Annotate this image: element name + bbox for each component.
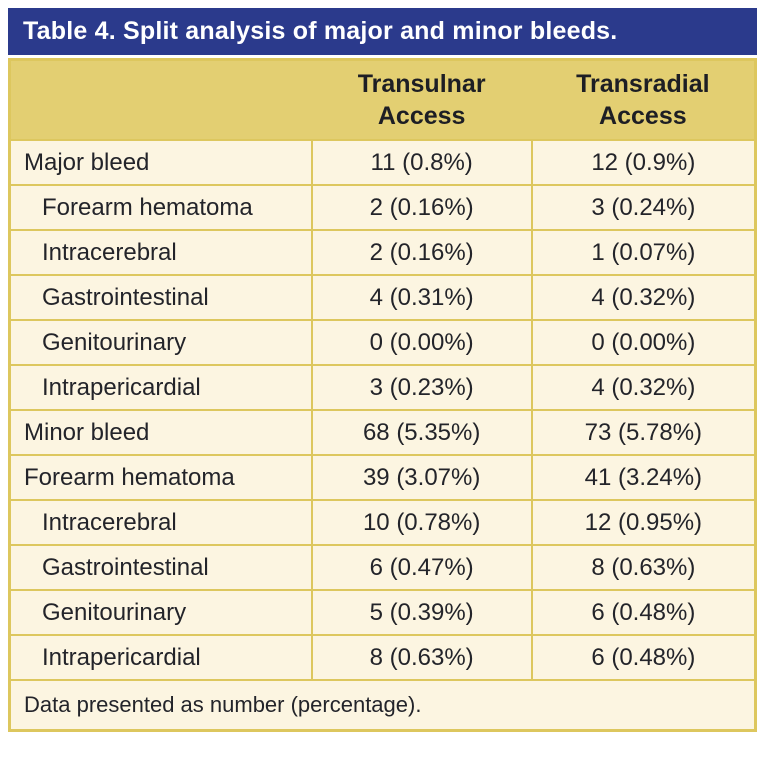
transradial-value: 0 (0.00%) (530, 319, 757, 366)
row-label: Intracerebral (8, 229, 313, 276)
transulnar-value: 3 (0.23%) (310, 364, 533, 411)
table-body: Major bleed 11 (0.8%) 12 (0.9%) Forearm hem… (8, 139, 757, 681)
table-row: Intracerebral 2 (0.16%) 1 (0.07%) (8, 229, 757, 276)
bleeds-table: Transulnar Access Transradial Access Maj… (8, 58, 757, 732)
row-label: Intrapericardial (8, 634, 313, 681)
row-label: Forearm hematoma (8, 184, 313, 231)
transradial-value: 12 (0.95%) (530, 499, 757, 546)
transulnar-value: 0 (0.00%) (310, 319, 533, 366)
row-label: Forearm hematoma (8, 454, 313, 501)
table-row: Genitourinary 0 (0.00%) 0 (0.00%) (8, 319, 757, 366)
table-row: Intrapericardial 8 (0.63%) 6 (0.48%) (8, 634, 757, 681)
transulnar-value: 2 (0.16%) (310, 229, 533, 276)
transradial-value: 4 (0.32%) (530, 274, 757, 321)
table-row: Intrapericardial 3 (0.23%) 4 (0.32%) (8, 364, 757, 411)
table-row: Forearm hematoma 2 (0.16%) 3 (0.24%) (8, 184, 757, 231)
table4-card: Table 4. Split analysis of major and min… (8, 8, 757, 732)
transulnar-value: 5 (0.39%) (310, 589, 533, 636)
row-label: Gastrointestinal (8, 544, 313, 591)
footnote-row: Data presented as number (percentage). (8, 679, 757, 732)
transradial-value: 4 (0.32%) (530, 364, 757, 411)
table-title-bar: Table 4. Split analysis of major and min… (8, 8, 757, 55)
transradial-value: 41 (3.24%) (530, 454, 757, 501)
table-row: Gastrointestinal 4 (0.31%) 4 (0.32%) (8, 274, 757, 321)
table-row: Genitourinary 5 (0.39%) 6 (0.48%) (8, 589, 757, 636)
row-label: Genitourinary (8, 589, 313, 636)
transulnar-value: 2 (0.16%) (310, 184, 533, 231)
transradial-value: 6 (0.48%) (530, 634, 757, 681)
transulnar-value: 68 (5.35%) (310, 409, 533, 456)
row-label: Genitourinary (8, 319, 313, 366)
transradial-value: 1 (0.07%) (530, 229, 757, 276)
table-row: Gastrointestinal 6 (0.47%) 8 (0.63%) (8, 544, 757, 591)
row-label: Intracerebral (8, 499, 313, 546)
header-transulnar-label: Transulnar Access (357, 69, 486, 131)
transulnar-value: 39 (3.07%) (310, 454, 533, 501)
table-row: Forearm hematoma 39 (3.07%) 41 (3.24%) (8, 454, 757, 501)
table-row: Minor bleed 68 (5.35%) 73 (5.78%) (8, 409, 757, 456)
transradial-value: 73 (5.78%) (530, 409, 757, 456)
footnote-text: Data presented as number (percentage). (8, 679, 757, 732)
transulnar-value: 6 (0.47%) (310, 544, 533, 591)
transulnar-value: 8 (0.63%) (310, 634, 533, 681)
table-title: Table 4. Split analysis of major and min… (23, 17, 618, 45)
transulnar-value: 10 (0.78%) (310, 499, 533, 546)
row-label: Minor bleed (8, 409, 313, 456)
transulnar-value: 11 (0.8%) (310, 139, 533, 186)
transradial-value: 6 (0.48%) (530, 589, 757, 636)
row-label: Gastrointestinal (8, 274, 313, 321)
row-label: Major bleed (8, 139, 313, 186)
row-label: Intrapericardial (8, 364, 313, 411)
table-row: Major bleed 11 (0.8%) 12 (0.9%) (8, 139, 757, 186)
transradial-value: 8 (0.63%) (530, 544, 757, 591)
table-row: Intracerebral 10 (0.78%) 12 (0.95%) (8, 499, 757, 546)
header-transradial-label: Transradial Access (576, 69, 710, 131)
transradial-value: 12 (0.9%) (530, 139, 757, 186)
header-transulnar-access: Transulnar Access (311, 59, 532, 140)
column-header-row: Transulnar Access Transradial Access (9, 59, 756, 140)
transulnar-value: 4 (0.31%) (310, 274, 533, 321)
header-empty-cell (9, 59, 312, 140)
transradial-value: 3 (0.24%) (530, 184, 757, 231)
header-transradial-access: Transradial Access (531, 59, 756, 140)
